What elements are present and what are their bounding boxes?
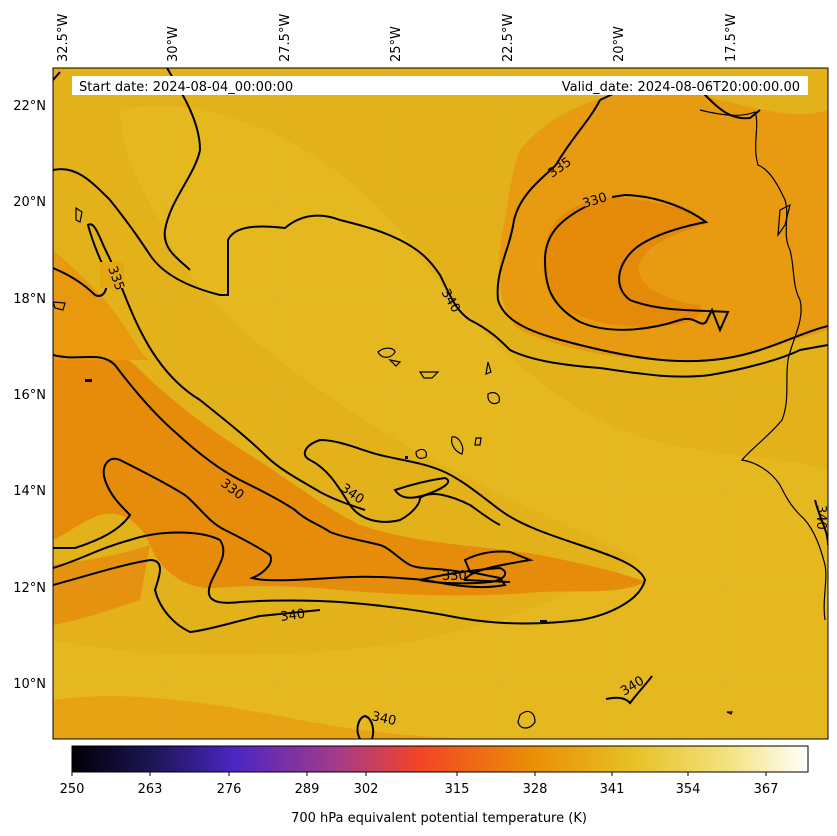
cape-verde-4 bbox=[485, 361, 492, 375]
contour-label: 330 bbox=[581, 190, 609, 212]
island-dot-1 bbox=[85, 379, 92, 382]
contour-label: 340 bbox=[813, 505, 828, 530]
contour-340-south bbox=[356, 714, 375, 739]
graticule bbox=[53, 68, 828, 739]
island-dot-3 bbox=[405, 456, 408, 459]
colorbar-tick-label: 315 bbox=[445, 782, 470, 797]
lon-label: 25°W bbox=[389, 26, 404, 62]
colorbar: 250 263 276 289 302 315 328 341 354 367 … bbox=[60, 745, 809, 826]
contour-335-northeast-arc bbox=[555, 99, 601, 166]
cape-verde-8 bbox=[474, 437, 482, 446]
contour-330-inner-lens bbox=[419, 566, 507, 585]
lat-label: 10°N bbox=[13, 677, 46, 692]
island-west bbox=[53, 301, 66, 311]
canary-islands bbox=[777, 203, 791, 238]
map-frame bbox=[52, 67, 829, 740]
lon-label: 30°W bbox=[166, 26, 181, 62]
coastlines bbox=[53, 109, 827, 729]
colorbar-tick-label: 367 bbox=[754, 782, 779, 797]
cape-verde-1 bbox=[377, 347, 396, 358]
colorbar-tick-label: 354 bbox=[676, 782, 701, 797]
warm-region-northwest bbox=[53, 250, 150, 360]
contour-340-southwest-loop bbox=[53, 558, 321, 634]
lon-label: 20°W bbox=[612, 26, 627, 62]
contour-label: 340 bbox=[279, 607, 306, 625]
warm-core-northeast bbox=[543, 197, 708, 327]
contour-330-west bbox=[53, 354, 461, 573]
colorbar-tick-label: 250 bbox=[60, 782, 85, 797]
colorbar-tick-label: 263 bbox=[138, 782, 163, 797]
colorbar-tick-label: 276 bbox=[217, 782, 242, 797]
longitude-labels: 32.5°W 30°W 27.5°W 25°W 22.5°W 20°W 17.5… bbox=[56, 14, 739, 62]
lat-label: 22°N bbox=[13, 99, 46, 114]
cape-verde-6 bbox=[415, 448, 427, 459]
contour-330-northeast bbox=[543, 193, 730, 333]
lon-label: 27.5°W bbox=[278, 14, 293, 62]
contour-340-north-arc bbox=[163, 68, 202, 271]
contour-340-southeast bbox=[605, 675, 653, 705]
latitude-labels: 22°N 20°N 18°N 16°N 14°N 12°N 10°N bbox=[13, 99, 46, 692]
cape-verde-5 bbox=[487, 391, 500, 405]
contour-330-west-lower bbox=[53, 457, 534, 589]
colorbar-tick-label: 341 bbox=[600, 782, 625, 797]
contour-label: 340 bbox=[370, 709, 397, 729]
valid-date: Valid_date: 2024-08-06T20:00:00.00 bbox=[562, 80, 800, 95]
label-bg bbox=[100, 262, 124, 288]
lat-label: 18°N bbox=[13, 292, 46, 307]
colorbar-tick-label: 328 bbox=[523, 782, 548, 797]
african-coastline bbox=[699, 109, 827, 621]
cape-verde-3 bbox=[418, 371, 440, 379]
contour-340-inner-ribbon bbox=[393, 476, 450, 499]
colorbar-title: 700 hPa equivalent potential temperature… bbox=[291, 811, 587, 826]
contour-340-nw-corner bbox=[53, 71, 61, 81]
island-dot-2 bbox=[540, 620, 547, 622]
colorbar-tick-label: 302 bbox=[354, 782, 379, 797]
lon-label: 32.5°W bbox=[56, 14, 71, 62]
warm-region-band bbox=[53, 330, 645, 596]
lat-label: 12°N bbox=[13, 581, 46, 596]
header-bar bbox=[72, 76, 808, 95]
contour-340-central bbox=[53, 168, 828, 378]
colorbar-ticks bbox=[71, 772, 767, 776]
temperature-field: 335 330 340 335 330 340 330 340 340 340 … bbox=[53, 68, 828, 739]
cape-verde-7 bbox=[451, 436, 464, 455]
contour-340-west-outer bbox=[53, 438, 647, 625]
island-south-1 bbox=[517, 710, 536, 729]
contour-label: 330 bbox=[442, 569, 467, 584]
lat-label: 14°N bbox=[13, 484, 46, 499]
warm-region-south bbox=[53, 696, 520, 739]
lon-label: 22.5°W bbox=[501, 14, 516, 62]
colorbar-gradient bbox=[71, 745, 809, 773]
lat-label: 20°N bbox=[13, 195, 46, 210]
lon-label: 17.5°W bbox=[724, 14, 739, 62]
island-west-2 bbox=[75, 206, 83, 223]
colorbar-tick-label: 289 bbox=[295, 782, 320, 797]
start-date: Start date: 2024-08-04_00:00:00 bbox=[79, 80, 293, 95]
island-south-2 bbox=[726, 711, 733, 715]
lat-label: 16°N bbox=[13, 388, 46, 403]
cape-verde-2 bbox=[388, 359, 402, 367]
